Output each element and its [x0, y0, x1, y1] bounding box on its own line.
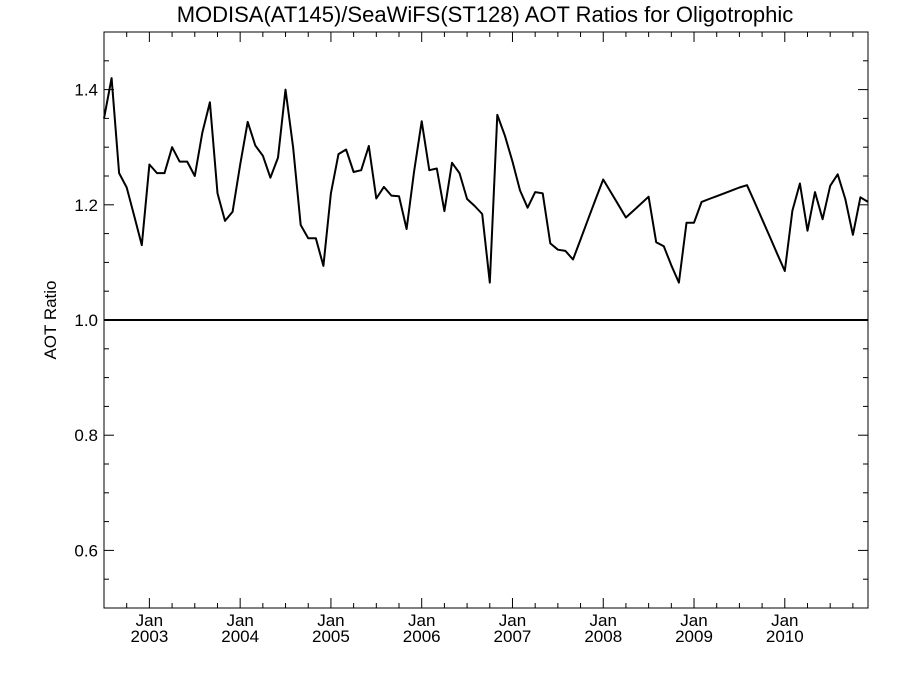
x-tick-month-label: Jan	[499, 611, 526, 630]
x-tick-month-label: Jan	[317, 611, 344, 630]
x-tick-year-label: 2003	[130, 627, 168, 646]
x-tick-year-label: 2009	[675, 627, 713, 646]
x-tick-month-label: Jan	[136, 611, 163, 630]
x-tick-year-label: 2007	[494, 627, 532, 646]
x-tick-year-label: 2008	[584, 627, 622, 646]
x-tick-month-label: Jan	[226, 611, 253, 630]
x-tick-month-label: Jan	[590, 611, 617, 630]
y-tick-label: 1.4	[74, 81, 98, 100]
x-tick-month-label: Jan	[771, 611, 798, 630]
x-tick-year-label: 2004	[221, 627, 259, 646]
y-axis-label: AOT Ratio	[41, 280, 60, 359]
y-tick-label: 1.0	[74, 311, 98, 330]
y-tick-label: 0.8	[74, 426, 98, 445]
chart-title: MODISA(AT145)/SeaWiFS(ST128) AOT Ratios …	[176, 2, 794, 27]
y-tick-label: 0.6	[74, 541, 98, 560]
x-tick-month-label: Jan	[680, 611, 707, 630]
series-layer	[103, 77, 869, 284]
y-tick-label: 1.2	[74, 196, 98, 215]
x-tick-year-label: 2005	[312, 627, 350, 646]
x-tick-year-label: 2006	[403, 627, 441, 646]
axes: 0.60.81.01.21.4Jan2003Jan2004Jan2005Jan2…	[41, 31, 869, 646]
x-tick-month-label: Jan	[408, 611, 435, 630]
series-line	[103, 77, 869, 284]
x-tick-year-label: 2010	[766, 627, 804, 646]
